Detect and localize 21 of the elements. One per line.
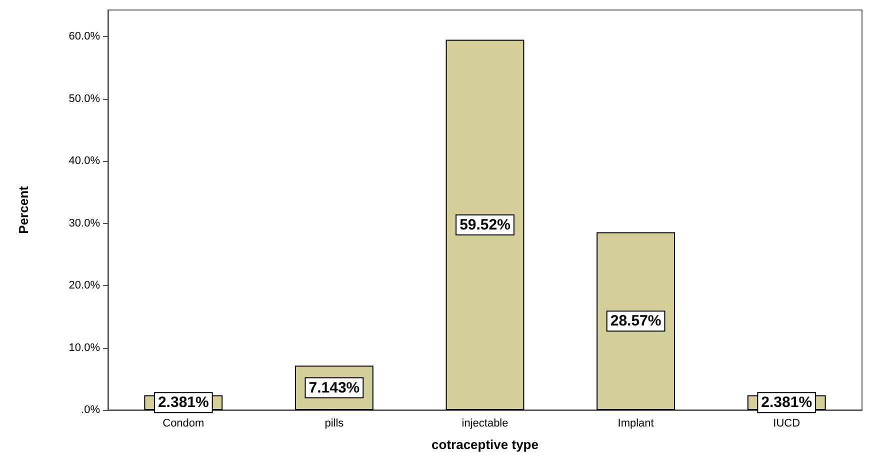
data-label: 7.143% xyxy=(308,379,360,396)
x-tick-label: IUCD xyxy=(773,418,800,430)
y-tick-label: 60.0% xyxy=(68,30,100,43)
y-tick-label: 20.0% xyxy=(68,280,100,292)
data-label: 59.52% xyxy=(460,216,510,234)
bar xyxy=(596,232,676,410)
y-tick-label: 30.0% xyxy=(68,217,100,230)
y-tick-label: 40.0% xyxy=(68,155,100,168)
x-tick-label: Condom xyxy=(162,418,204,430)
x-tick-label: injectable xyxy=(462,418,508,430)
data-label: 2.381% xyxy=(761,394,812,412)
y-tick-label: .0% xyxy=(81,404,100,416)
x-tick-label: pills xyxy=(324,418,344,430)
x-tick-label: Implant xyxy=(618,418,654,430)
data-label: 2.381% xyxy=(158,394,209,412)
data-label: 28.57% xyxy=(610,312,662,330)
x-axis-title: cotraceptive type xyxy=(432,437,538,452)
y-axis-title: Percent xyxy=(16,185,31,234)
bar xyxy=(446,40,524,410)
y-tick-label: 10.0% xyxy=(68,342,100,354)
y-tick-label: 50.0% xyxy=(68,92,100,105)
